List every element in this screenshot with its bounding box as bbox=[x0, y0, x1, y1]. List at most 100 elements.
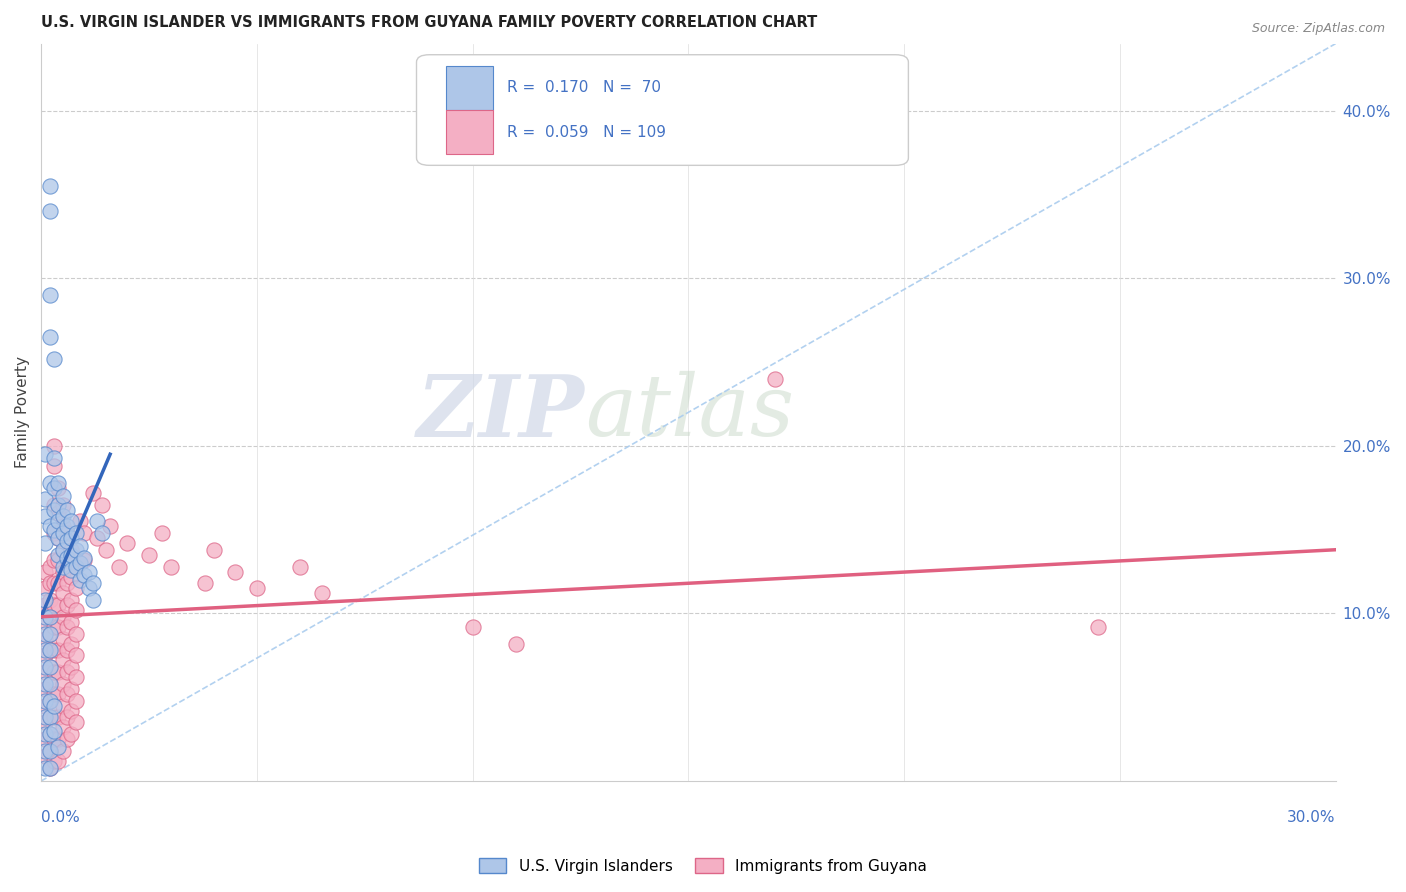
Point bbox=[34, 748, 56, 763]
Point bbox=[34, 698, 56, 713]
Point bbox=[60, 514, 83, 528]
Point bbox=[224, 565, 246, 579]
Point bbox=[48, 475, 70, 490]
Point bbox=[56, 519, 79, 533]
Point bbox=[42, 710, 65, 724]
Point bbox=[56, 526, 79, 541]
Point bbox=[38, 677, 60, 691]
Text: Source: ZipAtlas.com: Source: ZipAtlas.com bbox=[1251, 22, 1385, 36]
Point bbox=[48, 754, 70, 768]
Point bbox=[65, 559, 87, 574]
Point bbox=[56, 553, 79, 567]
Point bbox=[34, 615, 56, 629]
Point bbox=[56, 551, 79, 566]
Point bbox=[42, 732, 65, 747]
Point bbox=[60, 542, 83, 557]
Point bbox=[48, 598, 70, 612]
Point bbox=[73, 553, 96, 567]
Text: R =  0.170   N =  70: R = 0.170 N = 70 bbox=[508, 80, 661, 95]
Point bbox=[52, 677, 75, 691]
Point bbox=[65, 582, 87, 596]
Point bbox=[65, 693, 87, 707]
Point bbox=[82, 485, 104, 500]
Point bbox=[52, 526, 75, 541]
Point bbox=[38, 593, 60, 607]
Point bbox=[65, 603, 87, 617]
Point bbox=[56, 710, 79, 724]
Point bbox=[34, 447, 56, 461]
Point bbox=[246, 582, 269, 596]
Point bbox=[52, 632, 75, 646]
Point bbox=[138, 548, 160, 562]
Point bbox=[56, 598, 79, 612]
Point bbox=[38, 744, 60, 758]
Point bbox=[42, 698, 65, 713]
Point bbox=[34, 681, 56, 696]
Point bbox=[34, 660, 56, 674]
Point bbox=[42, 620, 65, 634]
Point bbox=[65, 715, 87, 730]
Point bbox=[98, 519, 121, 533]
Point bbox=[288, 559, 311, 574]
Point bbox=[34, 665, 56, 679]
Point bbox=[48, 576, 70, 591]
Point bbox=[1087, 620, 1109, 634]
Point bbox=[34, 693, 56, 707]
Point bbox=[48, 506, 70, 520]
Point bbox=[52, 559, 75, 574]
Point bbox=[42, 526, 65, 541]
Point bbox=[38, 576, 60, 591]
Text: U.S. VIRGIN ISLANDER VS IMMIGRANTS FROM GUYANA FAMILY POVERTY CORRELATION CHART: U.S. VIRGIN ISLANDER VS IMMIGRANTS FROM … bbox=[41, 15, 817, 30]
Point bbox=[90, 498, 112, 512]
Point bbox=[34, 582, 56, 596]
Point bbox=[48, 531, 70, 545]
Point bbox=[34, 732, 56, 747]
Point bbox=[38, 727, 60, 741]
Point bbox=[38, 559, 60, 574]
Point bbox=[34, 536, 56, 550]
Point bbox=[94, 542, 117, 557]
Point bbox=[52, 542, 75, 557]
Point bbox=[60, 548, 83, 562]
Point bbox=[48, 710, 70, 724]
Point bbox=[52, 653, 75, 667]
Point bbox=[86, 514, 108, 528]
Point bbox=[60, 615, 83, 629]
Point bbox=[90, 526, 112, 541]
Point bbox=[65, 626, 87, 640]
Point bbox=[38, 330, 60, 344]
Point bbox=[42, 523, 65, 537]
Point bbox=[42, 643, 65, 657]
Point bbox=[38, 693, 60, 707]
Point bbox=[505, 637, 527, 651]
Point bbox=[56, 687, 79, 701]
Point bbox=[38, 288, 60, 302]
Point bbox=[52, 609, 75, 624]
Point bbox=[60, 563, 83, 577]
Point bbox=[42, 754, 65, 768]
Point bbox=[42, 598, 65, 612]
Point bbox=[52, 586, 75, 600]
Point bbox=[48, 498, 70, 512]
Point bbox=[34, 609, 56, 624]
Point bbox=[48, 687, 70, 701]
Point bbox=[34, 648, 56, 663]
Point bbox=[38, 727, 60, 741]
Point bbox=[56, 643, 79, 657]
Point bbox=[34, 677, 56, 691]
Point bbox=[42, 576, 65, 591]
Point bbox=[38, 204, 60, 219]
Point bbox=[60, 727, 83, 741]
Point bbox=[38, 660, 60, 674]
Point bbox=[65, 542, 87, 557]
Point bbox=[38, 693, 60, 707]
Point bbox=[65, 648, 87, 663]
Point bbox=[65, 559, 87, 574]
Point bbox=[48, 665, 70, 679]
Point bbox=[60, 704, 83, 718]
Point bbox=[60, 569, 83, 583]
Point bbox=[311, 586, 333, 600]
Text: R =  0.059   N = 109: R = 0.059 N = 109 bbox=[508, 125, 666, 140]
Point bbox=[34, 598, 56, 612]
Point bbox=[38, 643, 60, 657]
